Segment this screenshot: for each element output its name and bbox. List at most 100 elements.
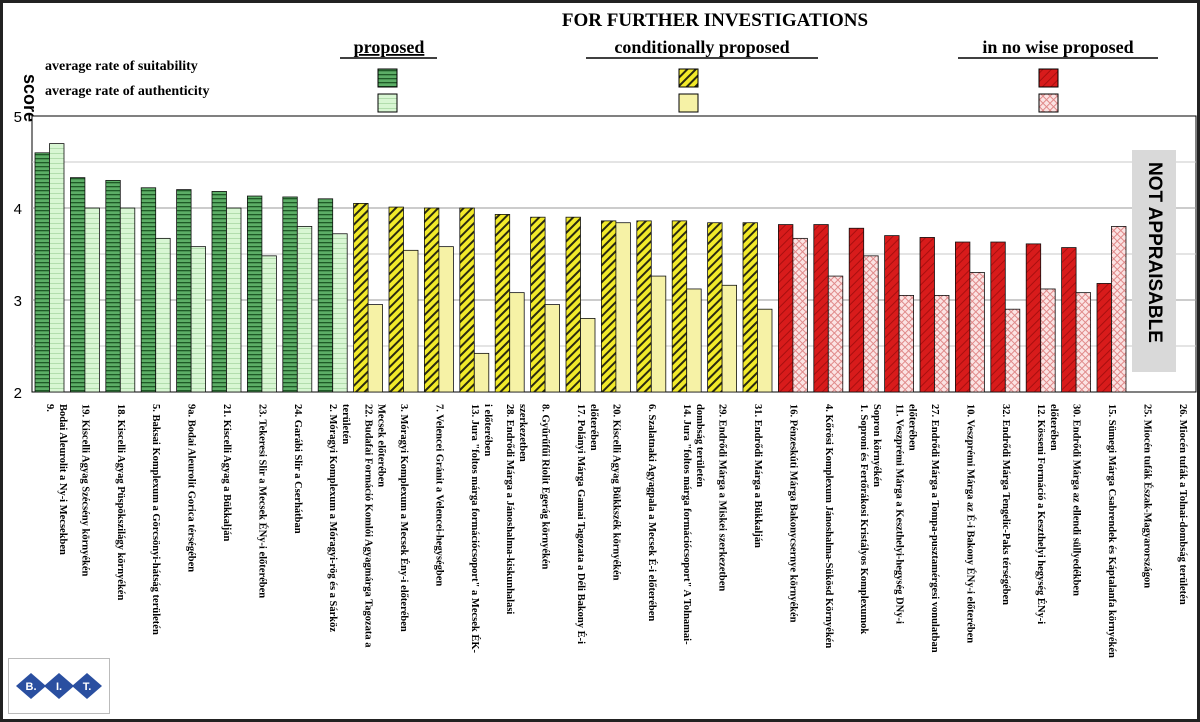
- x-tick-label: 26. Miocén tufák a Tolnai-dombság terüle…: [1177, 404, 1188, 605]
- svg-text:I.: I.: [56, 681, 62, 693]
- bar-authenticity: [863, 255, 879, 393]
- x-tick-label: területén: [340, 404, 351, 444]
- x-tick-label: 21. Kiscelli Agyag a Bükkalján: [221, 404, 232, 542]
- bar-authenticity: [650, 275, 667, 393]
- bar-authenticity: [580, 317, 596, 393]
- bar-suitability: [353, 202, 369, 393]
- bar-authenticity: [827, 275, 844, 393]
- x-tick-label: 17. Polányi Márga Gamai Tagozata a Déli …: [575, 404, 587, 644]
- bar-suitability: [671, 220, 688, 393]
- bar-suitability: [707, 222, 723, 393]
- bar-authenticity: [438, 246, 454, 393]
- legend-swatch-proposed-suitability: [377, 68, 398, 88]
- bar-suitability: [601, 220, 617, 393]
- bar-authenticity: [403, 249, 419, 393]
- x-tick-label: Sopron környékén: [871, 404, 882, 487]
- x-tick-label: i előterében: [482, 404, 493, 456]
- bit-logo-graphic: B. I. T.: [16, 673, 102, 699]
- bar-authenticity: [509, 292, 525, 393]
- bar-suitability: [34, 152, 50, 393]
- x-tick-label: 30. Endrődi Márga az ellendi süllyedékbe…: [1071, 404, 1082, 596]
- x-tick-label: 2. Móragyi Komplexum a Móragyi-rög és a …: [327, 404, 338, 632]
- y-tick-label: 4: [14, 201, 22, 218]
- bar-suitability: [282, 196, 298, 393]
- x-tick-label: 5. Baksai Komplexum a Görcsönyi-hátság t…: [150, 404, 161, 635]
- bar-authenticity: [686, 288, 702, 393]
- bar-authenticity: [1111, 225, 1127, 393]
- chart-title: FOR FURTHER INVESTIGATIONS: [562, 10, 868, 31]
- x-tick-label: 9a. Bodai Aleurolit Gorica térségében: [186, 404, 197, 572]
- bar-authenticity: [1040, 288, 1056, 393]
- bar-suitability: [1061, 247, 1077, 393]
- x-tick-label: Bodai Aleurolit a Ny-i Mecsekben: [57, 404, 68, 555]
- x-tick-label: 20. Kiscelli Agyag Bükkszék környékén: [610, 404, 621, 581]
- bar-suitability: [459, 207, 475, 393]
- group-label-proposed: proposed: [354, 37, 425, 57]
- bar-authenticity: [757, 308, 773, 393]
- not-appraisable-label: NOT APPRAISABLE: [1144, 162, 1165, 343]
- legend-suitability-label: average rate of suitability: [45, 59, 198, 74]
- bar-suitability: [742, 222, 758, 393]
- x-labels: 9. Bodai Aleurolit a Ny-i Mecsekben 19. Ki…: [44, 404, 1188, 658]
- bar-authenticity: [49, 143, 65, 393]
- bar-authenticity: [898, 294, 914, 393]
- legend-swatch-conditional-suitability: [678, 68, 699, 88]
- y-tick-label: 5: [14, 109, 22, 126]
- y-axis-label: score: [20, 74, 40, 122]
- x-tick-label: 23. Tekeresi Slir a Mecsek ÉNy-i előteré…: [256, 404, 268, 598]
- bar-authenticity: [84, 207, 100, 393]
- bar-suitability: [1096, 283, 1112, 393]
- bar-authenticity: [261, 255, 277, 393]
- x-tick-label: 16. Pénzeskúti Márga Bakonycsernye körny…: [787, 404, 798, 623]
- x-tick-label: előterében: [588, 404, 599, 451]
- bar-suitability: [848, 227, 865, 393]
- bit-logo: B. I. T.: [8, 658, 110, 714]
- legend-swatch-proposed-authenticity: [377, 93, 398, 113]
- y-tick-label: 3: [14, 293, 22, 310]
- bar-suitability: [388, 206, 404, 393]
- bar-authenticity: [544, 304, 560, 393]
- bar-suitability: [105, 179, 121, 393]
- x-tick-label: 10. Veszprémi Márga az É-i Bakony ÉNy-i …: [964, 404, 976, 643]
- bar-suitability: [317, 198, 334, 393]
- bar-suitability: [565, 216, 581, 393]
- bar-suitability: [530, 216, 546, 393]
- x-tick-label: 18. Kiscelli Agyag Püspökszilágy környék…: [115, 404, 126, 600]
- bar-authenticity: [969, 271, 985, 393]
- y-ticks: 2 3 4 5: [14, 109, 22, 402]
- bar-authenticity: [1004, 308, 1021, 393]
- bar-suitability: [176, 189, 192, 393]
- x-tick-label: 31. Endrődi Márga a Bükkalján: [752, 404, 763, 548]
- x-tick-label: 4. Kőrösi Komplexum Jánoshalma-Sükösd Kö…: [823, 404, 834, 648]
- bar-authenticity: [367, 304, 384, 393]
- svg-text:B.: B.: [26, 681, 37, 693]
- group-label-rejected: in no wise proposed: [982, 37, 1133, 57]
- bar-suitability: [955, 241, 971, 393]
- x-tick-label: 13. Jura "foltos márga formációcsoport" …: [469, 404, 481, 654]
- x-tick-label: 24. Garábi Slir a Cserhátban: [292, 404, 303, 534]
- bar-suitability: [70, 177, 86, 393]
- not-appraisable-box: [1132, 150, 1176, 372]
- x-tick-label: 22. Budafai Formáció Komlói Agyagmárga T…: [363, 404, 374, 648]
- bar-suitability: [813, 224, 829, 393]
- x-tick-label: 28. Endrődi Márga a Jánoshalma-kiskunhal…: [504, 404, 515, 614]
- bar-authenticity: [119, 207, 136, 393]
- legend-swatch-conditional-authenticity: [678, 93, 699, 113]
- bar-authenticity: [721, 284, 737, 393]
- x-tick-label: 32. Endrődi Márga Tengelic-Paks térségéb…: [1000, 404, 1011, 605]
- x-tick-label: 14. Jura "foltos márga formációcsoport" …: [681, 404, 692, 645]
- bar-suitability: [884, 235, 900, 393]
- x-tick-label: Mecsek előterében: [376, 404, 387, 487]
- legend-swatch-rejected-suitability: [1038, 68, 1059, 88]
- bar-authenticity: [190, 246, 207, 393]
- x-tick-label: 11. Veszprémi Márga a Keszthelyi-hegység…: [894, 404, 905, 624]
- bar-suitability: [990, 241, 1006, 393]
- x-tick-label: 3. Móragyi Komplexum a Mecsek Ény-i előt…: [398, 404, 410, 632]
- x-tick-label: 15. Sümegi Márga Csabrendek és Káptalanf…: [1106, 404, 1117, 658]
- bar-authenticity: [473, 352, 490, 393]
- bar-authenticity: [934, 294, 950, 393]
- x-tick-label: 27. Endrődi Márga a Tompa-pusztamérgesi …: [929, 404, 940, 653]
- bar-suitability: [1025, 243, 1042, 393]
- bar-suitability: [636, 220, 652, 393]
- x-tick-label: 29. Endrődi Márga a Miskei szerkezetben: [717, 404, 728, 591]
